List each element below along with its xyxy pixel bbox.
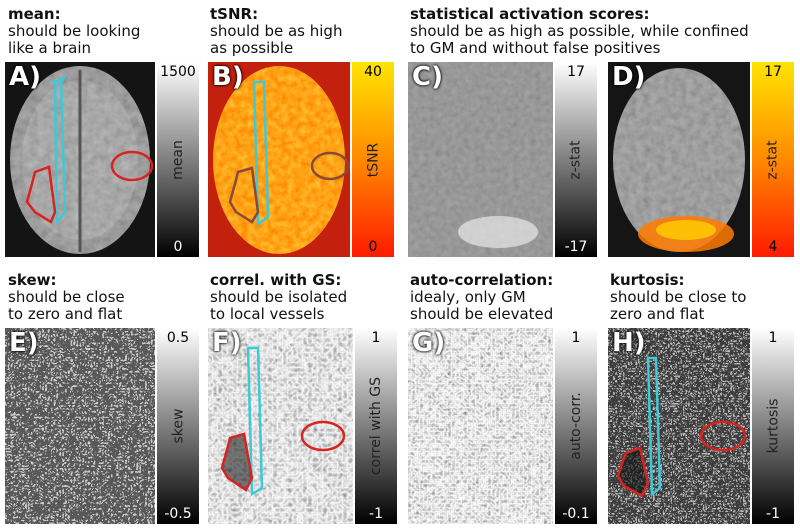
- colorbar-label: kurtosis: [765, 398, 781, 454]
- colorbar-max: 40: [364, 64, 382, 80]
- colorbar-min: 0: [173, 239, 183, 255]
- heading-subtitle: should be elevated: [410, 305, 554, 323]
- colorbar-max: 0.5: [166, 330, 190, 346]
- colorbar-tsnr: 40 tSNR 0: [352, 62, 394, 257]
- colorbar-autocorr: 1 auto-corr. -0.1: [555, 328, 597, 524]
- colorbar-max: 17: [764, 64, 782, 80]
- colorbar-max: 1: [571, 330, 581, 346]
- heading-title: skew:: [8, 271, 57, 289]
- colorbar-mean: 1500 mean 0: [157, 62, 199, 257]
- panel-letter: H): [612, 328, 646, 358]
- colorbar-label: skew: [170, 408, 186, 444]
- panel-letter: A): [9, 62, 42, 92]
- map-tsnr: B): [208, 62, 350, 257]
- colorbar-label: correl with GS: [368, 376, 384, 476]
- colorbar-label: z-stat: [567, 139, 584, 180]
- heading-subtitle: idealy, only GM: [410, 288, 526, 306]
- panel-letter: F): [212, 328, 242, 358]
- panel-letter: C): [412, 62, 443, 92]
- panel-letter: G): [412, 328, 446, 358]
- colorbar-min: -17: [564, 239, 588, 255]
- colorbar-min: -0.5: [164, 506, 192, 522]
- colorbar-correl-gs: 1 correl with GS -1: [355, 328, 397, 524]
- heading-title: statistical activation scores:: [410, 5, 650, 23]
- map-skew: E): [5, 328, 155, 524]
- colorbar-min: 4: [768, 239, 778, 255]
- map-kurtosis: H): [608, 328, 750, 524]
- colorbar-label: z-stat: [764, 139, 781, 180]
- colorbar-max: 1: [371, 330, 381, 346]
- heading-kurtosis: kurtosis: should be close to zero and fl…: [610, 272, 746, 323]
- colorbar-min: -1: [369, 506, 383, 522]
- colorbar-kurtosis: 1 kurtosis -1: [752, 328, 794, 524]
- colorbar-zstat-gray: 17 z-stat -17: [555, 62, 597, 257]
- colorbar-label: mean: [169, 139, 186, 180]
- colorbar-max: 1500: [160, 64, 196, 80]
- colorbar-label: tSNR: [364, 142, 381, 177]
- colorbar-max: 17: [567, 64, 585, 80]
- colorbar-zstat-hot: 17 z-stat 4: [752, 62, 794, 257]
- heading-subtitle: should be close: [8, 288, 125, 306]
- heading-subtitle: as possible: [210, 39, 294, 57]
- map-zstat-gray: C): [408, 62, 553, 257]
- colorbar-max: 1: [768, 330, 778, 346]
- heading-correl-gs: correl. with GS: should be isolated to l…: [210, 272, 347, 323]
- heading-title: correl. with GS:: [210, 271, 342, 289]
- heading-title: mean:: [8, 5, 61, 23]
- map-correl-gs: F): [208, 328, 353, 524]
- map-autocorr: G): [408, 328, 553, 524]
- heading-subtitle: should be isolated: [210, 288, 348, 306]
- heading-skew: skew: should be close to zero and flat: [8, 272, 125, 323]
- colorbar-min: -1: [766, 506, 780, 522]
- heading-activation: statistical activation scores: should be…: [410, 6, 749, 57]
- heading-subtitle: should be as high as possible, while con…: [410, 22, 749, 40]
- colorbar-label: auto-corr.: [568, 392, 585, 460]
- heading-mean: mean: should be looking like a brain: [8, 6, 140, 57]
- heading-subtitle: to local vessels: [210, 305, 325, 323]
- colorbar-min: 0: [368, 239, 378, 255]
- heading-title: auto-correlation:: [410, 271, 554, 289]
- heading-subtitle: to zero and flat: [8, 305, 123, 323]
- heading-subtitle: zero and flat: [610, 305, 705, 323]
- colorbar-skew: 0.5 skew -0.5: [157, 328, 199, 524]
- heading-subtitle: to GM and without false positives: [410, 39, 661, 57]
- panel-letter: B): [212, 62, 244, 92]
- heading-title: kurtosis:: [610, 271, 685, 289]
- colorbar-min: -0.1: [562, 506, 590, 522]
- map-zstat-overlay: D): [608, 62, 750, 257]
- panel-letter: E): [9, 328, 39, 358]
- heading-subtitle: should be as high: [210, 22, 343, 40]
- heading-subtitle: should be looking: [8, 22, 141, 40]
- heading-title: tSNR:: [210, 5, 259, 23]
- map-mean: A): [5, 62, 155, 257]
- heading-subtitle: should be close to: [610, 288, 747, 306]
- heading-subtitle: like a brain: [8, 39, 91, 57]
- heading-autocorr: auto-correlation: idealy, only GM should…: [410, 272, 553, 323]
- panel-letter: D): [612, 62, 646, 92]
- heading-tsnr: tSNR: should be as high as possible: [210, 6, 342, 57]
